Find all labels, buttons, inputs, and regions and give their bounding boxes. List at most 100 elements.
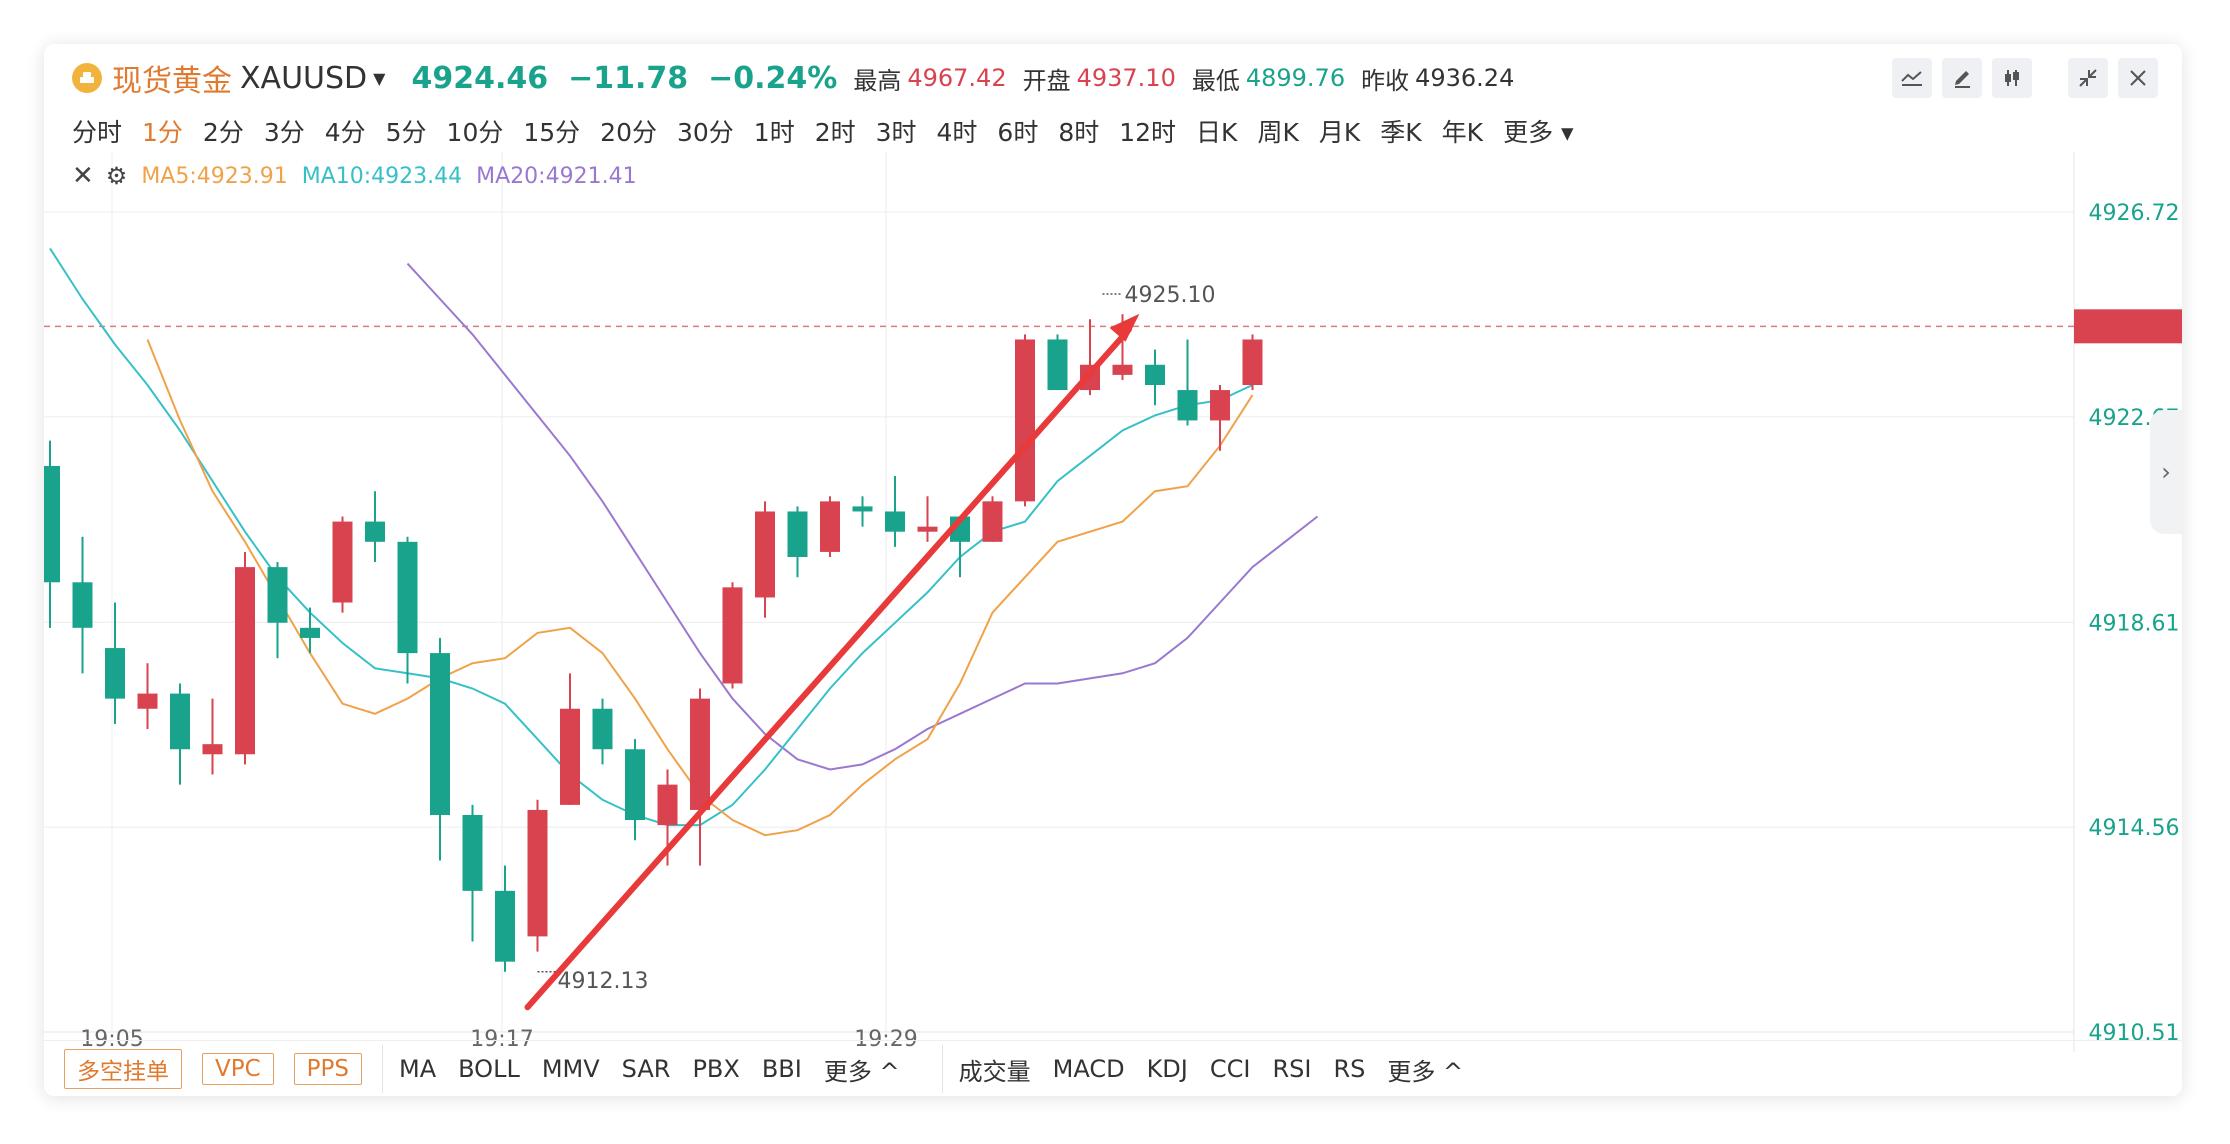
overlay-button[interactable]: VPC (202, 1053, 274, 1085)
candle-body (1177, 390, 1198, 421)
close-icon[interactable] (2118, 58, 2158, 98)
period-tab[interactable]: 15分 (523, 118, 581, 147)
ma20-line (406, 262, 1319, 771)
last-price: 4924.46 (411, 60, 549, 96)
candle-body (917, 526, 938, 532)
ma10-value: MA10:4923.44 (301, 163, 463, 189)
expand-panel-icon[interactable]: › (2150, 410, 2182, 534)
main-indicator-item[interactable]: MA (399, 1055, 437, 1083)
close-indicator-icon[interactable]: ✕ (72, 161, 94, 191)
prev-close-value: 4936.24 (1415, 64, 1515, 92)
candle-body (625, 749, 645, 821)
period-tab[interactable]: 周K (1257, 118, 1299, 147)
overlay-button[interactable]: PPS (293, 1053, 363, 1085)
kline-svg[interactable]: 4926.724922.674918.614914.564910.5119:05… (44, 152, 2182, 1052)
candle-body (72, 582, 93, 628)
period-tab[interactable]: 8时 (1058, 118, 1100, 147)
sub-indicator-item[interactable]: 成交量 (958, 1057, 1031, 1086)
period-tab[interactable]: 更多 ▾ (1503, 118, 1574, 147)
candle-body (1015, 339, 1035, 502)
x-tick-label: 19:05 (80, 1027, 143, 1052)
period-tab[interactable]: 1分 (142, 118, 183, 147)
candle-body (105, 648, 125, 699)
main-indicator-item[interactable]: PBX (692, 1055, 740, 1083)
kline-chart[interactable]: 4926.72 4922.67 4918.61 4914.56 4910.51 19:05… (44, 152, 2182, 1052)
candle-body (462, 814, 483, 891)
period-tabs: 分时 1分 2分 3分 4分 5分 10分 15分 20分 30分 1时 2时 3时 4时 6时 8时 12时日… (72, 106, 1594, 156)
period-tab[interactable]: 分时 (72, 118, 123, 147)
candle-body (852, 506, 873, 512)
ma5-value: MA5:4923.91 (141, 163, 288, 189)
candle-body (527, 809, 548, 937)
candle-body (885, 511, 905, 532)
ma-legend: ✕ ⚙ MA5:4923.91 MA10:4923.44 MA20:4921.4… (72, 156, 637, 196)
main-indicator-item[interactable]: BOLL (458, 1055, 520, 1083)
low-value: 4899.76 (1245, 64, 1346, 92)
period-tab[interactable]: 3分 (263, 118, 305, 147)
candle-body (267, 567, 288, 623)
period-tab[interactable]: 季K (1380, 118, 1422, 147)
candle-body (235, 567, 255, 755)
period-tab[interactable]: 12时 (1119, 118, 1177, 147)
candle-body (787, 511, 808, 557)
candle-body (820, 501, 840, 552)
period-tab[interactable]: 1时 (753, 118, 795, 147)
main-indicator-item[interactable]: SAR (621, 1055, 671, 1083)
candle-body (722, 587, 743, 684)
period-tab[interactable]: 3时 (875, 118, 917, 147)
sub-indicator-item[interactable]: KDJ (1146, 1055, 1188, 1083)
candle-body (1047, 339, 1068, 391)
sub-indicator-item[interactable]: RSI (1272, 1055, 1312, 1083)
collapse-icon[interactable] (2068, 58, 2108, 98)
price-change: −11.78 (568, 60, 689, 96)
y-tick-label: 4918.61 (2089, 611, 2180, 636)
low-label: 最低 (1191, 66, 1240, 95)
candle-body (365, 521, 385, 542)
sub-indicator-item[interactable]: MACD (1052, 1055, 1125, 1083)
symbol-selector[interactable]: XAUUSD (240, 60, 368, 96)
sub-indicator-item[interactable]: CCI (1209, 1055, 1251, 1083)
trend-arrow (524, 326, 1132, 1011)
line-chart-icon[interactable] (1892, 58, 1932, 98)
candlestick-icon[interactable] (1992, 58, 2032, 98)
candle-body (1242, 339, 1263, 386)
candle-body (690, 698, 710, 810)
main-indicator-item[interactable]: MMV (541, 1055, 600, 1083)
period-tab[interactable]: 4时 (936, 118, 978, 147)
period-tab[interactable]: 5分 (385, 118, 427, 147)
period-tab[interactable]: 日K (1196, 118, 1238, 147)
divider (941, 1045, 943, 1093)
settings-icon[interactable]: ⚙ (105, 162, 128, 190)
candle-body (332, 521, 353, 603)
period-tab[interactable]: 年K (1441, 118, 1484, 147)
instrument-name: 现货黄金 (112, 64, 232, 99)
candle-body (657, 784, 678, 826)
period-tab[interactable]: 20分 (600, 118, 657, 147)
overlay-button[interactable]: 多空挂单 (64, 1049, 182, 1089)
period-tab[interactable]: 4分 (324, 118, 366, 147)
period-tab[interactable]: 月K (1318, 118, 1361, 147)
period-tab[interactable]: 2时 (814, 118, 856, 147)
min-price-label: 4912.13 (558, 969, 649, 994)
candle-body (982, 501, 1003, 542)
x-tick-label: 19:29 (854, 1027, 917, 1052)
ma10-line (49, 247, 1253, 827)
period-tab[interactable]: 6时 (997, 118, 1039, 147)
x-tick-label: 19:17 (470, 1027, 533, 1052)
sub-indicator-item[interactable]: 更多 ^ (1387, 1057, 1464, 1086)
chevron-down-icon[interactable]: ▼ (373, 68, 386, 88)
pen-draw-icon[interactable] (1942, 58, 1982, 98)
period-tab[interactable]: 30分 (676, 118, 734, 147)
candle-body (592, 708, 613, 750)
sub-indicator-item[interactable]: RS (1333, 1055, 1366, 1083)
candle-body (202, 744, 223, 755)
candle-body (397, 541, 418, 654)
main-indicator-item[interactable]: 更多 ^ (823, 1057, 900, 1086)
candle-body (1112, 364, 1133, 375)
main-indicator-item[interactable]: BBI (761, 1055, 802, 1083)
chart-window: 现货黄金 XAUUSD ▼ 4924.46 −11.78 −0.24% 最高 4… (44, 44, 2182, 1096)
period-tab[interactable]: 2分 (202, 118, 244, 147)
candle-body (560, 708, 580, 805)
candle-body (430, 653, 450, 815)
period-tab[interactable]: 10分 (446, 118, 504, 147)
